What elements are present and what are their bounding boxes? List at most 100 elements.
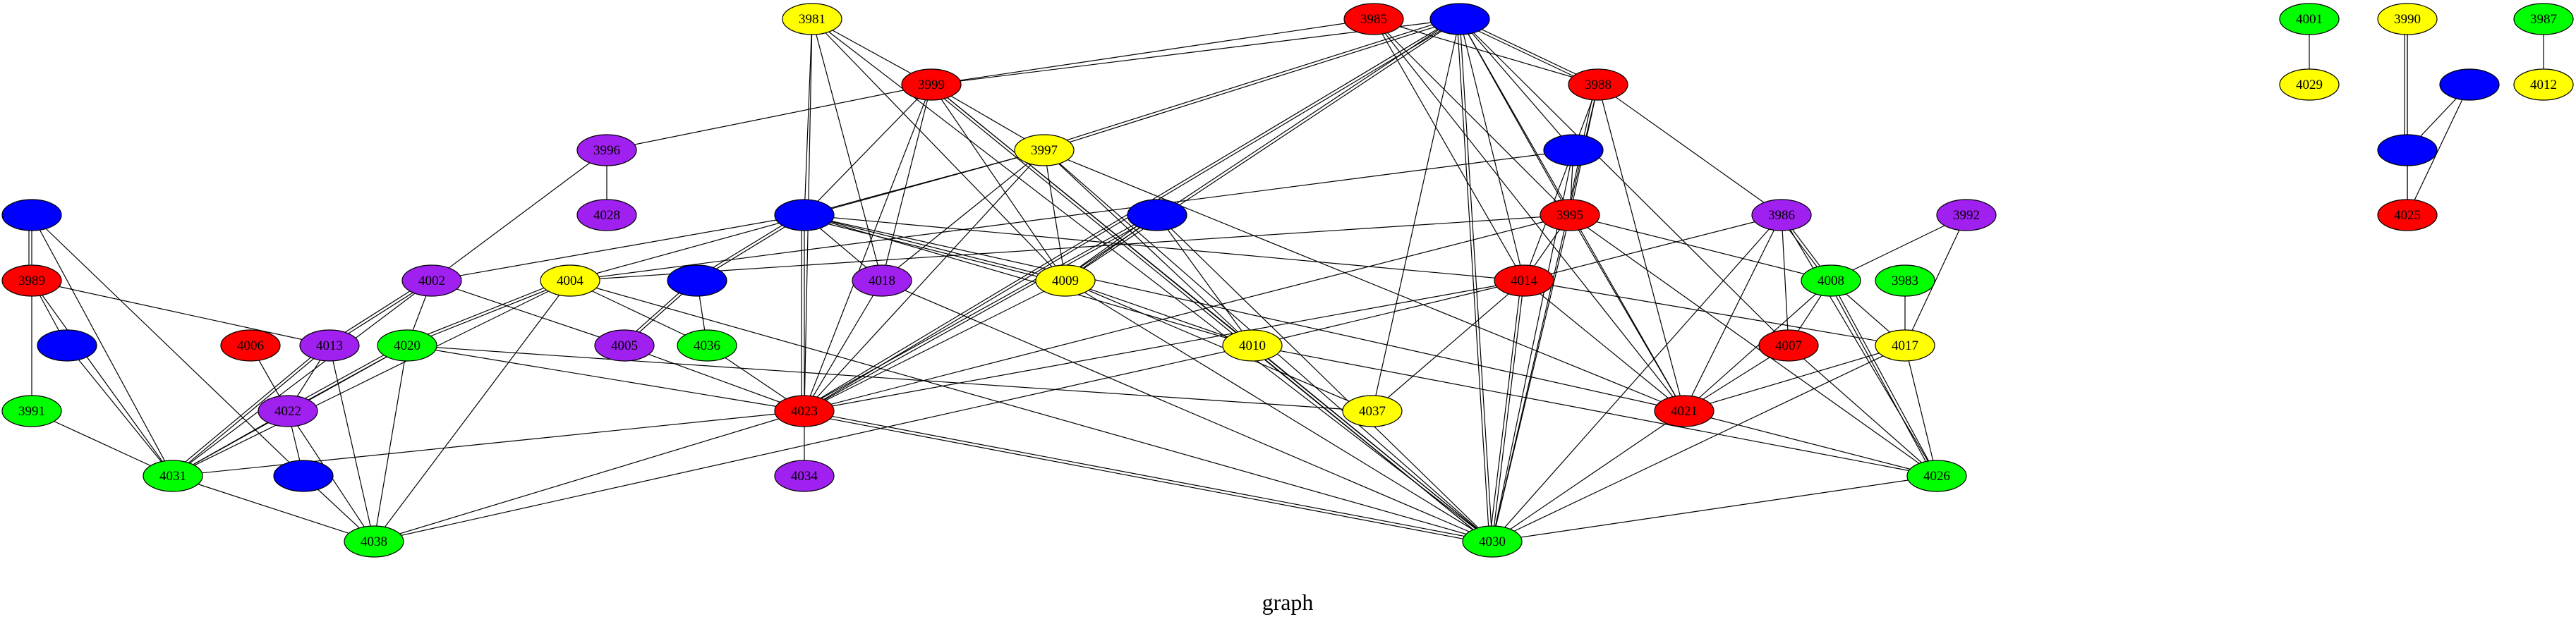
edge-3995-4021: [1569, 214, 1685, 412]
graph-node-3991[interactable]: 3991: [1, 395, 62, 427]
edge-n_blue_c2-4030: [1156, 214, 1493, 542]
graph-node-3981[interactable]: 3981: [782, 3, 842, 35]
graph-node-3999[interactable]: 3999: [901, 68, 962, 101]
edge-4004-4031: [172, 280, 571, 477]
node-label: 4013: [316, 338, 343, 353]
graph-node-4002[interactable]: 4002: [401, 264, 462, 297]
edge-4009-4037: [1065, 280, 1373, 412]
node-ellipse: [377, 329, 437, 362]
node-label: 4034: [791, 469, 818, 484]
graph-node-n_blue_m[interactable]: [667, 264, 727, 297]
graph-node-4028[interactable]: 4028: [576, 199, 637, 231]
edge-3995-4030: [1492, 214, 1571, 542]
node-ellipse: [1429, 3, 1490, 35]
edge-3989-4031: [31, 280, 174, 477]
edge-3999-3996: [606, 84, 932, 151]
edge-4017-4021: [1683, 345, 1906, 412]
graph-node-3987[interactable]: 3987: [2513, 3, 2574, 35]
edge-4010-4038: [373, 345, 1253, 542]
graph-node-n_blue_l2[interactable]: [37, 329, 97, 362]
node-label: 4028: [593, 208, 620, 223]
graph-node-4036[interactable]: 4036: [677, 329, 737, 362]
graph-node-4026[interactable]: 4026: [1906, 460, 1967, 492]
edge-n_blue_l2-4031: [66, 345, 174, 477]
node-ellipse: [220, 329, 281, 362]
graph-node-4013[interactable]: 4013: [299, 329, 360, 362]
edge-3985-3999: [931, 18, 1374, 85]
graph-node-4037[interactable]: 4037: [1342, 395, 1403, 427]
graph-node-n_blue_c1[interactable]: [774, 199, 835, 231]
graph-node-4001[interactable]: 4001: [2279, 3, 2340, 35]
graph-node-3988[interactable]: 3988: [1568, 68, 1628, 101]
graph-node-3992[interactable]: 3992: [1936, 199, 1997, 231]
edge-4017-4030: [1492, 345, 1906, 542]
graph-node-4021[interactable]: 4021: [1654, 395, 1715, 427]
graph-node-4005[interactable]: 4005: [594, 329, 655, 362]
graph-node-3985[interactable]: 3985: [1343, 3, 1404, 35]
graph-node-4023[interactable]: 4023: [774, 395, 835, 427]
node-ellipse: [677, 329, 737, 362]
edge-4023-4038: [373, 410, 805, 542]
graph-node-3986[interactable]: 3986: [1751, 199, 1812, 231]
edge-4014-4023: [804, 280, 1525, 412]
node-ellipse: [2377, 3, 2438, 35]
graph-node-4029[interactable]: 4029: [2279, 68, 2340, 101]
graph-node-4006[interactable]: 4006: [220, 329, 281, 362]
graph-node-4031[interactable]: 4031: [143, 460, 203, 492]
graph-node-4008[interactable]: 4008: [1801, 264, 1861, 297]
edge-4005-4023: [624, 345, 805, 412]
graph-node-4030[interactable]: 4030: [1462, 525, 1523, 558]
graph-node-4025[interactable]: 4025: [2377, 199, 2438, 231]
graph-node-4038[interactable]: 4038: [344, 525, 404, 558]
graph-node-4034[interactable]: 4034: [774, 460, 835, 492]
edge-4007-4026: [1788, 345, 1937, 477]
graph-node-n_blue_ur[interactable]: [2439, 68, 2500, 101]
graph-node-4004[interactable]: 4004: [540, 264, 600, 297]
graph-node-n_blue_mr[interactable]: [1543, 134, 1604, 166]
graph-node-4007[interactable]: 4007: [1758, 329, 1819, 362]
graph-node-n_blue_l[interactable]: [1, 199, 62, 231]
graph-node-3996[interactable]: 3996: [576, 134, 637, 166]
node-ellipse: [1343, 3, 1404, 35]
graph-node-4022[interactable]: 4022: [258, 395, 318, 427]
edge-3997-4010: [1044, 149, 1253, 346]
graph-node-n_blue_rr[interactable]: [2377, 134, 2438, 166]
edge-n_blue_c2-4010: [1156, 214, 1253, 346]
graph-node-3989[interactable]: 3989: [1, 264, 62, 297]
node-ellipse: [1342, 395, 1403, 427]
graph-node-4014[interactable]: 4014: [1494, 264, 1554, 297]
graph-node-3983[interactable]: 3983: [1875, 264, 1935, 297]
edge-3981-4030: [811, 18, 1493, 542]
edge-3995-4026: [1569, 214, 1937, 477]
graph-node-4012[interactable]: 4012: [2513, 68, 2574, 101]
node-label: 4010: [1239, 338, 1266, 353]
edge-4008-4026: [1830, 280, 1937, 477]
node-label: 4017: [1892, 338, 1918, 353]
edge-4017-4026: [1904, 345, 1937, 477]
graph-node-n_blue_bl[interactable]: [273, 460, 334, 492]
graph-node-n_top_blue[interactable]: [1429, 3, 1490, 35]
graph-node-4010[interactable]: 4010: [1222, 329, 1283, 362]
graph-node-4018[interactable]: 4018: [852, 264, 912, 297]
node-ellipse: [1, 395, 62, 427]
graph-node-4017[interactable]: 4017: [1875, 329, 1935, 362]
edge-4009-4023: [804, 280, 1066, 412]
node-ellipse: [774, 460, 835, 492]
node-ellipse: [901, 68, 962, 101]
node-label: 4014: [1511, 274, 1538, 288]
edge-n_blue_c2-4023: [804, 214, 1158, 412]
edge-4009-4010: [1065, 280, 1253, 346]
graph-node-n_blue_c2[interactable]: [1127, 199, 1187, 231]
graph-node-3995[interactable]: 3995: [1540, 199, 1600, 231]
edge-3995-4008: [1569, 214, 1832, 281]
edge-3988-4021: [1597, 84, 1685, 412]
edge-4004-4036: [569, 280, 708, 346]
node-ellipse: [540, 264, 600, 297]
graph-node-3997[interactable]: 3997: [1014, 134, 1075, 166]
edge-3981-4018: [811, 18, 883, 281]
graph-node-4020[interactable]: 4020: [377, 329, 437, 362]
graph-node-4009[interactable]: 4009: [1035, 264, 1096, 297]
node-ellipse: [594, 329, 655, 362]
graph-node-3990[interactable]: 3990: [2377, 3, 2438, 35]
node-label: 4029: [2296, 78, 2323, 92]
